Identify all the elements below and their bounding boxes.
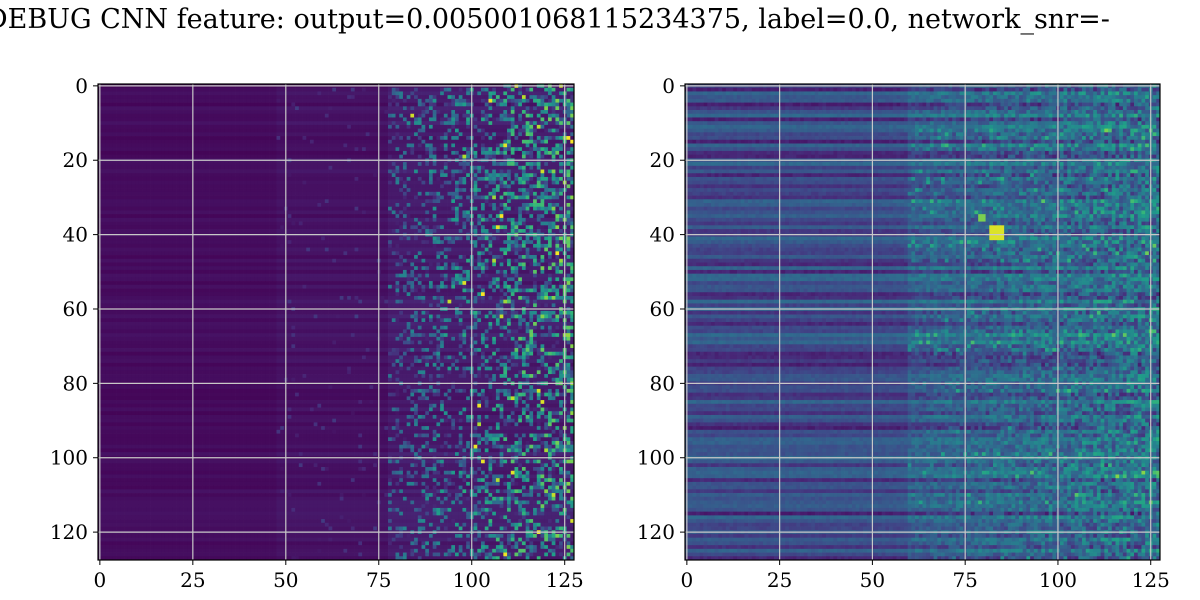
y-tick-label: 100: [50, 446, 88, 470]
y-tick-label: 120: [50, 520, 88, 544]
y-tick-label: 80: [63, 371, 88, 395]
heatmap-cells: [98, 84, 574, 560]
heatmap-panel-left: 0 25 50 75 100 125 0 20 40 60 80 100 120: [50, 74, 584, 592]
x-tick-label: 25: [180, 568, 205, 592]
x-tick-label: 25: [767, 568, 792, 592]
x-tick-label: 100: [1039, 568, 1077, 592]
x-tick-label: 50: [860, 568, 885, 592]
y-tick-label: 100: [637, 446, 675, 470]
x-tick-label: 50: [273, 568, 298, 592]
y-tick-label: 60: [63, 297, 88, 321]
y-tick-label: 0: [75, 74, 88, 98]
x-tick-label: 75: [366, 568, 391, 592]
heatmap-cells: [685, 84, 1160, 560]
x-tick-label: 0: [93, 568, 106, 592]
x-tick-label: 0: [680, 568, 693, 592]
x-tick-label: 75: [952, 568, 977, 592]
y-tick-label: 0: [662, 74, 675, 98]
y-tick-label: 20: [63, 148, 88, 172]
y-tick-label: 120: [637, 520, 675, 544]
x-tick-label: 125: [1132, 568, 1170, 592]
x-tick-label: 125: [546, 568, 584, 592]
y-tick-label: 40: [650, 223, 675, 247]
heatmap-panel-right: 0 25 50 75 100 125 0 20 40 60 80 100 120: [637, 74, 1170, 592]
y-tick-label: 60: [650, 297, 675, 321]
y-tick-label: 80: [650, 371, 675, 395]
y-tick-label: 20: [650, 148, 675, 172]
x-tick-label: 100: [453, 568, 491, 592]
y-tick-label: 40: [63, 223, 88, 247]
